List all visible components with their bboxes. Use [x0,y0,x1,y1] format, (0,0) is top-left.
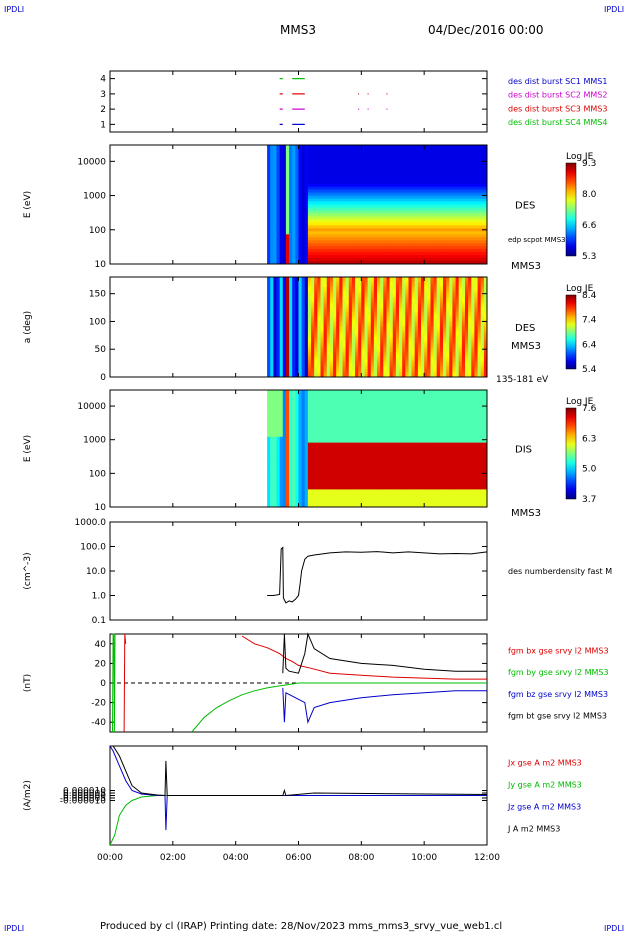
des-pitch-colorbar [566,295,576,369]
dis-energy-spectrogram [267,390,487,508]
bfield-ytick-label: 40 [95,640,107,650]
burst-ytick-label: 3 [100,90,106,100]
bfield-ytick-label: 0 [100,679,106,689]
des-energy-colorbar [566,163,576,256]
des-energy-ylabel: E (eV) [23,191,33,218]
density-ylabel: (cm^-3) [23,552,33,589]
burst-legend-entry: des dist burst SC1 MMS1 [508,77,607,86]
corner-label-bottom-left: IPDLI [4,924,24,933]
des-pitch-colorbar-tick: 6.4 [582,340,597,350]
current-legend-entry: Jx gse A m2 MMS3 [507,759,582,768]
corner-label-bottom-right: IPDLI [604,924,624,933]
density-ytick-label: 10.0 [86,567,106,577]
bfield-ytick-label: -20 [91,699,106,709]
dis-energy-spacecraft-label: MMS3 [511,508,541,519]
x-tick-label: 08:00 [348,853,374,863]
dis-energy-colorbar-tick: 3.7 [582,495,596,505]
dis-energy-colorbar-tick: 7.6 [582,404,597,414]
burst-ytick-label: 1 [100,120,106,130]
dis-energy-ytick-label: 100 [89,469,106,479]
des-energy-ytick-label: 10 [95,260,107,270]
x-tick-label: 00:00 [97,853,123,863]
header-mission: MMS3 [280,23,316,37]
x-tick-label: 10:00 [411,853,437,863]
current-legend-entry: Jy gse A m2 MMS3 [507,781,582,790]
des-energy-colorbar-tick: 6.6 [582,221,597,231]
footer-text: Produced by cl (IRAP) Printing date: 28/… [100,921,502,932]
density-legend-entry: des numberdensity fast M [508,567,612,576]
density-frame [110,522,487,620]
bfield-legend-entry: fgm bx gse srvy l2 MMS3 [508,646,609,655]
des-energy-ytick-label: 10000 [77,157,106,167]
density-ytick-label: 0.1 [92,616,106,626]
x-tick-label: 04:00 [223,853,249,863]
corner-label-top-right: IPDLI [604,5,624,14]
header-datetime: 04/Dec/2016 00:00 [428,23,544,37]
burst-legend-entry: des dist burst SC3 MMS3 [508,104,607,113]
dis-energy-instrument-label: DIS [515,445,532,456]
dis-energy-colorbar [566,408,576,499]
dis-energy-colorbar-tick: 5.0 [582,465,597,475]
des-energy-overlay-label: edp scpot MMS3 [508,236,566,244]
des-pitch-ylabel: a (deg) [23,311,33,343]
des-pitch-colorbar-tick: 7.4 [582,316,597,326]
des-energy-spectrogram [267,145,487,265]
x-tick-label: 06:00 [286,853,312,863]
bfield-series-line [192,683,487,732]
corner-label-top-left: IPDLI [4,5,24,14]
des-energy-spacecraft-label: MMS3 [511,261,541,272]
density-ytick-label: 100.0 [80,543,106,553]
current-legend-entry: J A m2 MMS3 [507,825,560,834]
des-energy-instrument-label: DES [515,201,535,212]
x-tick-label: 12:00 [474,853,500,863]
des-pitch-instrument-label: DES [515,323,535,334]
burst-ytick-label: 4 [100,75,106,85]
bfield-legend-entry: fgm by gse srvy l2 MMS3 [508,668,609,677]
des-energy-ytick-label: 100 [89,226,106,236]
bfield-legend-entry: fgm bt gse srvy l2 MMS3 [508,712,607,721]
density-ytick-label: 1000.0 [75,518,107,528]
des-pitch-ytick-label: 50 [95,345,107,355]
des-pitch-spectrogram [267,277,487,378]
bfield-legend-entry: fgm bz gse srvy l2 MMS3 [508,690,608,699]
dis-energy-ytick-label: 10 [95,503,107,513]
des-pitch-ytick-label: 100 [89,317,106,327]
des-pitch-colorbar-tick: 8.4 [582,291,597,301]
burst-legend-entry: des dist burst SC2 MMS2 [508,91,607,100]
bfield-ytick-label: -40 [91,718,106,728]
dis-energy-ytick-label: 1000 [83,436,106,446]
bfield-ytick-label: 20 [95,659,107,669]
des-energy-colorbar-tick: 9.3 [582,159,596,169]
des-pitch-ytick-label: 0 [100,373,106,383]
dis-energy-ylabel: E (eV) [23,435,33,462]
x-tick-label: 02:00 [160,853,186,863]
bfield-series-line [242,636,487,679]
burst-legend-entry: des dist burst SC4 MMS4 [508,118,607,127]
density-series-line [267,548,487,603]
des-energy-ytick-label: 1000 [83,192,106,202]
des-energy-colorbar-tick: 5.3 [582,252,596,262]
current-series-line [110,746,487,796]
burst-frame [110,71,487,132]
dis-energy-colorbar-tick: 6.3 [582,434,596,444]
des-pitch-ytick-label: 150 [89,290,106,300]
dis-energy-ytick-label: 10000 [77,402,106,412]
current-ylabel: (A/m2) [23,780,33,811]
des-pitch-energy-label: 135-181 eV [496,375,549,385]
bfield-series-line [283,688,487,722]
current-ytick-label: 0.000010 [63,787,106,797]
burst-ytick-label: 2 [100,105,106,115]
des-energy-colorbar-tick: 8.0 [582,190,597,200]
current-legend-entry: Jz gse A m2 MMS3 [507,803,581,812]
bfield-series-line [283,634,487,673]
bfield-series-line [113,634,116,732]
bfield-ylabel: (nT) [23,674,33,692]
density-ytick-label: 1.0 [92,592,107,602]
des-pitch-spacecraft-label: MMS3 [511,341,541,352]
des-pitch-colorbar-tick: 5.4 [582,365,597,375]
